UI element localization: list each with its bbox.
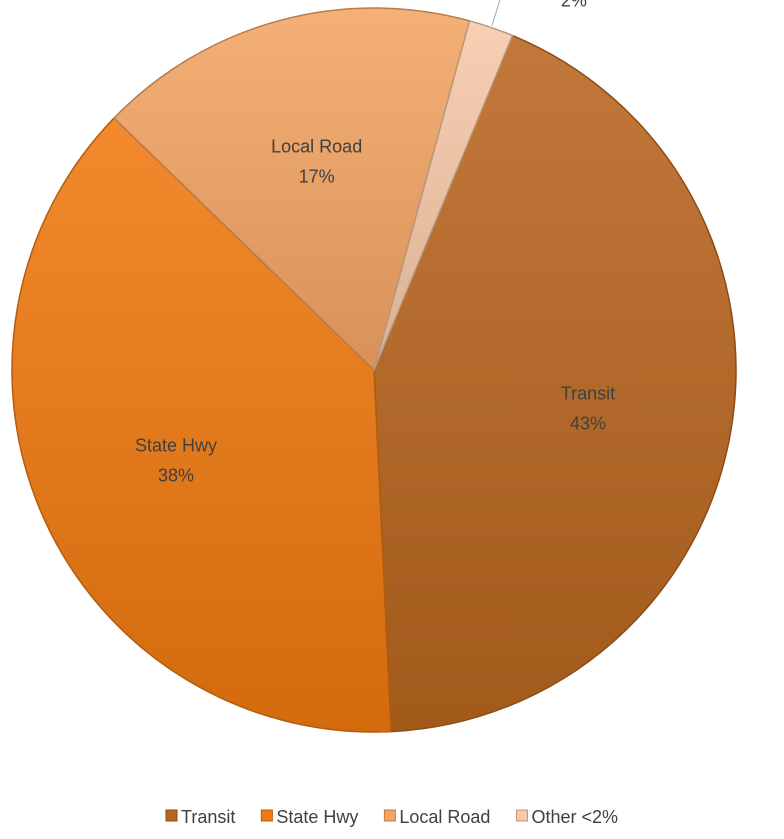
legend-swatch-other-2	[515, 809, 528, 822]
data-label-value-transit: 43%	[570, 413, 606, 433]
data-label-name-transit: Transit	[561, 383, 615, 403]
legend-swatch-local-road	[383, 809, 396, 822]
legend-label-other-2: Other <2%	[531, 807, 618, 827]
data-label-value-local-road: 17%	[299, 166, 335, 186]
legend-swatch-transit	[165, 809, 178, 822]
pie-slice-transit	[373, 34, 737, 733]
legend-label-local-road: Local Road	[399, 807, 490, 827]
pie-slice-local-road	[113, 7, 471, 371]
data-label-name-local-road: Local Road	[271, 136, 362, 156]
legend-label-state-hwy: State Hwy	[276, 807, 358, 827]
data-label-value-state-hwy: 38%	[158, 465, 194, 485]
pie-slices	[11, 7, 737, 733]
pie-slice-state-hwy	[11, 117, 392, 733]
legend-swatch-state-hwy	[260, 809, 273, 822]
chart-legend: Transit State Hwy Local Road Other <2%	[165, 807, 618, 827]
data-label-name-state-hwy: State Hwy	[135, 435, 217, 455]
leader-line-other-2	[491, 0, 501, 26]
legend-label-transit: Transit	[181, 807, 235, 827]
data-label-value-other-2: 2%	[561, 0, 587, 11]
pie-slice-other-2	[373, 20, 514, 371]
